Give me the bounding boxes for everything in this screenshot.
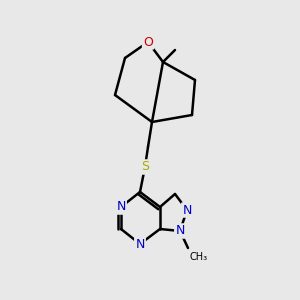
Text: S: S: [141, 160, 149, 173]
Text: N: N: [175, 224, 185, 238]
Text: O: O: [143, 35, 153, 49]
Text: N: N: [182, 203, 192, 217]
Text: N: N: [135, 238, 145, 250]
Text: CH₃: CH₃: [190, 252, 208, 262]
Text: N: N: [116, 200, 126, 214]
